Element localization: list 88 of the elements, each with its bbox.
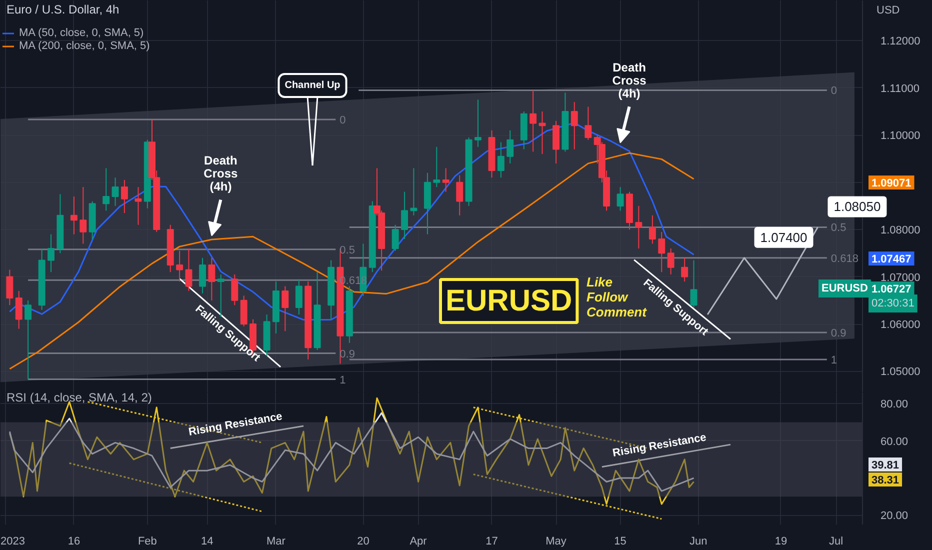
annotation: 38.31 (872, 474, 900, 486)
candlestick (120, 179, 128, 214)
y-tick-label: 80.00 (880, 398, 908, 411)
y-tick-label: 1.06000 (880, 319, 920, 332)
candlestick (648, 214, 656, 244)
annotation: Rising Resistance (612, 432, 708, 460)
chart-title: Euro / U.S. Dollar, 4h (6, 2, 120, 16)
candlestick (295, 278, 302, 316)
candlestick (442, 168, 450, 192)
candlestick (6, 269, 14, 306)
x-tick-label: Jun (689, 536, 708, 548)
y-tick-label: 1.12000 (880, 36, 920, 48)
annotation: Rising Resistance (188, 410, 284, 438)
candlestick (433, 146, 440, 188)
x-tick-label: 17 (486, 536, 498, 548)
x-tick-label: 2023 (0, 536, 25, 548)
legend-label: MA (200, close, 0, SMA, 5) (19, 40, 150, 52)
candlestick (185, 248, 192, 292)
candlestick (282, 286, 289, 332)
x-tick-label: May (546, 536, 567, 548)
annotation: 1.09071 (872, 178, 912, 190)
candlestick (681, 257, 688, 282)
candlestick (410, 168, 418, 216)
y-tick-label: 1.07000 (880, 272, 920, 284)
candlestick (570, 102, 578, 150)
y-axis-title: USD (876, 4, 900, 16)
series-label: 0 (830, 85, 838, 98)
y-tick-label: 20.00 (880, 510, 908, 522)
annotation: 1.06727 (872, 284, 912, 296)
annotation: Death Cross (4h) (612, 60, 647, 101)
y-tick-label: 1.05000 (880, 366, 920, 378)
candlestick (134, 186, 142, 226)
candlestick (658, 231, 666, 273)
candlestick (176, 250, 184, 282)
annotation: Death Cross (4h) (204, 154, 238, 194)
x-tick-label: Apr (410, 536, 428, 548)
chart-title: RSI (14, close, SMA, 14, 2) (6, 390, 152, 404)
y-tick-label: 1.10000 (880, 130, 920, 142)
candlestick (456, 174, 464, 216)
candlestick (401, 191, 408, 240)
candlestick (48, 234, 54, 273)
annotation: 1.07400 (760, 230, 808, 245)
x-tick-label: 19 (774, 536, 788, 548)
x-tick-label: 20 (357, 536, 370, 548)
annotation: Channel Up (284, 80, 340, 91)
y-tick-label: 60.00 (880, 436, 908, 448)
series-label: 1 (340, 374, 346, 386)
x-tick-label: Jul (829, 536, 844, 548)
candlestick (392, 224, 399, 252)
candlestick (102, 168, 110, 212)
candlestick (70, 196, 78, 235)
candlestick (497, 142, 504, 178)
candlestick (112, 177, 119, 206)
candlestick (80, 186, 87, 244)
series-label: 0.618 (830, 252, 858, 265)
x-tick-label: 14 (200, 536, 214, 548)
candlestick (208, 257, 216, 301)
candlestick (231, 274, 238, 306)
annotation: 1.07467 (872, 254, 912, 266)
annotation: 1.08050 (834, 199, 881, 214)
candlestick (584, 106, 592, 140)
candlestick (506, 130, 514, 164)
series-label: 0.9 (830, 328, 846, 340)
x-tick-label: Feb (138, 536, 157, 548)
candlestick (552, 120, 560, 164)
y-tick-label: 1.08000 (880, 224, 920, 237)
annotation: 39.81 (872, 460, 900, 472)
candlestick (15, 290, 22, 330)
candlestick (667, 248, 674, 275)
candlestick (635, 205, 642, 249)
x-tick-label: 16 (68, 536, 80, 548)
candlestick (240, 295, 248, 327)
annotation: EURUSD (446, 284, 572, 318)
y-tick-label: 1.11000 (880, 82, 920, 95)
candlestick (474, 99, 482, 148)
candlestick (616, 186, 624, 212)
series-label: 0.5 (830, 222, 846, 234)
x-tick-label: Mar (266, 536, 286, 548)
legend-label: MA (50, close, 0, SMA, 5) (19, 27, 144, 39)
candlestick (24, 300, 32, 380)
x-tick-label: 15 (614, 536, 626, 548)
annotation: EURUSD (822, 282, 868, 294)
candlestick (199, 257, 206, 294)
series-label: 0 (340, 114, 346, 127)
line-series (706, 226, 818, 316)
annotation: 02:30:31 (872, 298, 914, 310)
series-label: 1 (830, 354, 838, 366)
candlestick (530, 90, 537, 152)
